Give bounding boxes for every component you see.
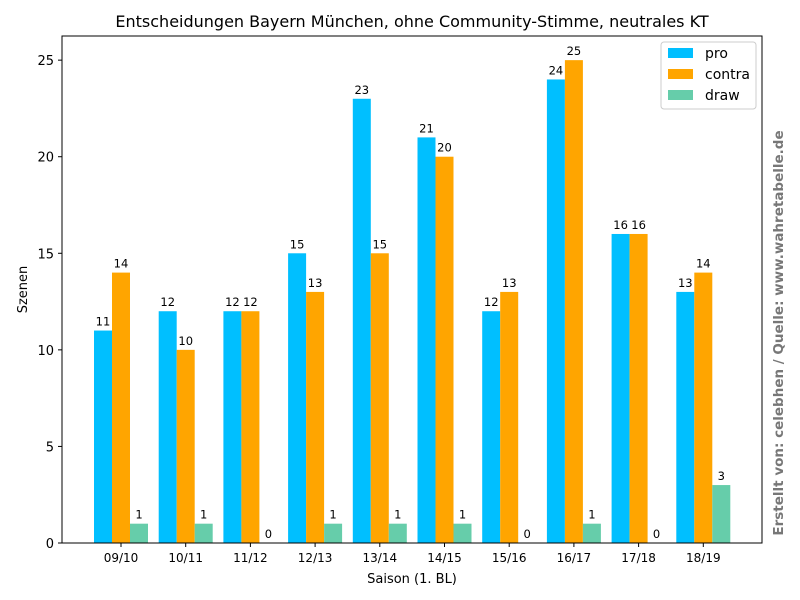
data-label-pro-5: 21 [419,121,434,135]
x-tick-label: 13/14 [363,551,398,565]
data-label-pro-4: 23 [354,83,369,97]
bar-pro-4 [352,98,371,544]
data-label-draw-2: 0 [265,527,272,541]
x-tick-label: 14/15 [427,551,462,565]
data-label-pro-0: 11 [96,315,111,329]
bar-contra-6 [500,291,519,543]
bar-pro-9 [676,291,695,543]
legend-swatch-draw [668,90,693,100]
x-tick-label: 15/16 [492,551,527,565]
y-axis: 0 5 10 15 20 25 [37,54,62,552]
x-tick-label: 10/11 [168,551,203,565]
data-label-draw-9: 3 [718,469,725,483]
x-tick-label: 17/18 [621,551,656,565]
data-label-draw-7: 1 [588,508,595,522]
x-tick-label: 16/17 [557,551,592,565]
bars-group [94,60,731,544]
legend-swatch-contra [668,69,693,79]
data-label-draw-4: 1 [394,508,401,522]
bar-contra-7 [564,60,583,544]
data-label-contra-6: 13 [502,276,517,290]
chart-title: Entscheidungen Bayern München, ohne Comm… [115,12,708,31]
bar-pro-8 [611,233,630,543]
bar-contra-8 [629,233,648,543]
data-label-contra-9: 14 [696,257,711,271]
bar-contra-2 [241,311,260,543]
data-label-draw-3: 1 [329,508,336,522]
y-tick-label: 5 [46,440,54,455]
bar-contra-5 [435,156,454,543]
bar-pro-2 [223,311,242,543]
y-tick-label: 10 [37,344,54,359]
bar-draw-7 [582,523,601,543]
data-label-pro-8: 16 [613,218,628,232]
bar-pro-0 [94,330,112,543]
legend-label-contra: contra [705,67,750,83]
bar-contra-3 [306,291,325,543]
bar-draw-5 [453,523,472,543]
y-tick-label: 20 [37,151,54,166]
plot-frame [61,35,763,544]
bar-pro-3 [288,253,307,544]
bar-draw-9 [712,485,731,543]
source-credit: Erstellt von: celebhen / Quelle: www.wah… [771,130,787,535]
data-label-contra-8: 16 [631,218,646,232]
data-label-contra-5: 20 [437,141,452,155]
bar-contra-0 [112,272,130,543]
bar-draw-4 [388,523,407,543]
data-label-draw-8: 0 [653,527,660,541]
bar-pro-1 [158,311,177,543]
x-tick-label: 09/10 [104,551,139,565]
data-label-contra-0: 14 [114,257,129,271]
x-tick-label: 18/19 [686,551,721,565]
x-axis: 09/10 10/11 11/12 12/13 13/14 14/15 15/16 16/17… [104,543,721,565]
data-label-pro-9: 13 [678,276,693,290]
y-tick-label: 15 [37,247,54,262]
bar-pro-6 [482,311,501,543]
legend: pro contra draw [660,41,757,110]
bar-draw-1 [194,523,213,543]
data-label-draw-0: 1 [135,508,142,522]
legend-swatch-pro [668,48,693,58]
bar-contra-4 [370,253,389,544]
data-label-contra-7: 25 [567,44,582,58]
data-label-contra-3: 13 [308,276,323,290]
data-label-draw-5: 1 [459,508,466,522]
bar-draw-0 [130,523,148,543]
x-tick-label: 12/13 [298,551,333,565]
data-label-contra-2: 12 [243,295,258,309]
x-tick-label: 11/12 [233,551,268,565]
x-axis-label: Saison (1. BL) [367,572,457,587]
legend-label-draw: draw [705,88,740,104]
y-tick-label: 0 [46,537,54,552]
data-label-contra-4: 15 [372,237,387,251]
bar-pro-5 [417,137,436,543]
data-label-draw-1: 1 [200,508,207,522]
bar-pro-7 [546,79,565,543]
y-tick-label: 25 [37,54,54,69]
data-label-pro-6: 12 [484,295,499,309]
bar-contra-9 [694,272,713,543]
data-label-contra-1: 10 [178,334,193,348]
data-label-pro-7: 24 [549,63,564,77]
data-label-pro-2: 12 [225,295,240,309]
data-label-draw-6: 0 [524,527,531,541]
bar-draw-3 [324,523,343,543]
legend-label-pro: pro [705,46,728,62]
y-axis-label: Szenen [16,266,31,314]
data-label-pro-3: 15 [290,237,305,251]
data-label-pro-1: 12 [160,295,175,309]
bar-contra-1 [176,349,195,543]
